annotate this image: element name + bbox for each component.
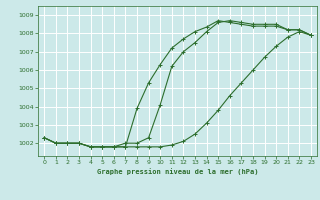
X-axis label: Graphe pression niveau de la mer (hPa): Graphe pression niveau de la mer (hPa) (97, 168, 258, 175)
